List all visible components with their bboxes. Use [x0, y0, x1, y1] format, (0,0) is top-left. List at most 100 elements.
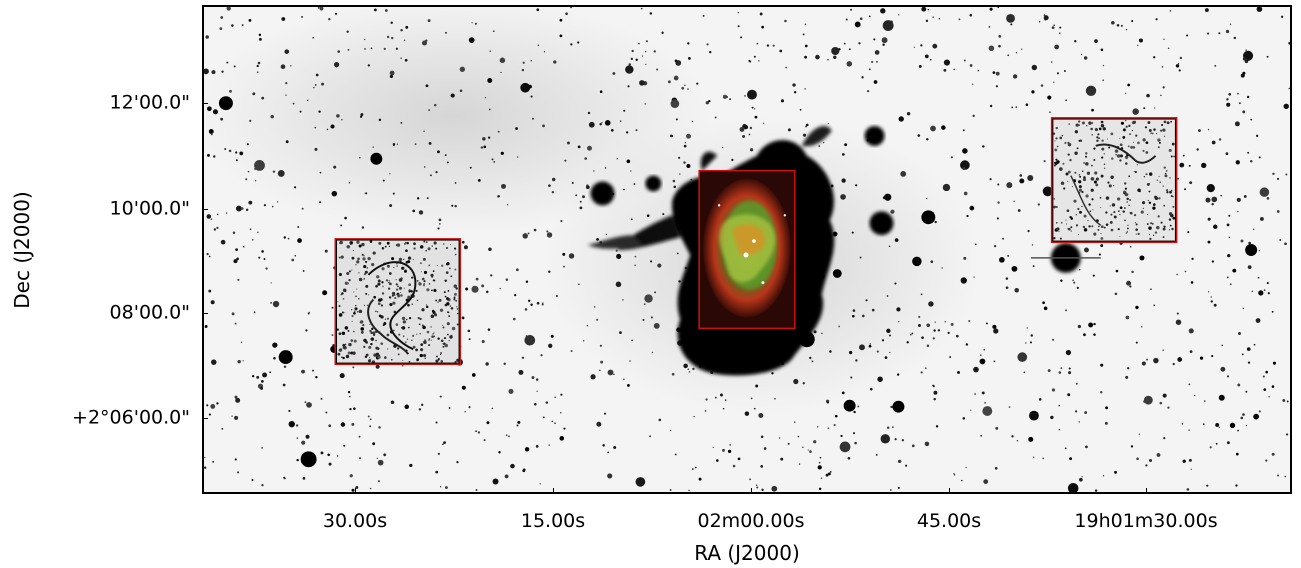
inset-speckle [420, 348, 424, 352]
star [772, 44, 775, 47]
star [623, 378, 625, 380]
star [1220, 194, 1222, 197]
star [349, 474, 353, 478]
star [237, 278, 240, 281]
star [975, 243, 977, 245]
star [536, 301, 540, 305]
star [1083, 56, 1088, 60]
inset-speckle [1130, 145, 1133, 149]
inset-speckle [413, 295, 415, 297]
star [982, 406, 993, 417]
star [247, 170, 250, 173]
star [1259, 217, 1264, 221]
star [1105, 406, 1109, 410]
star [966, 214, 969, 218]
star [599, 344, 602, 347]
inset-speckle [1168, 148, 1172, 153]
inset-speckle [447, 290, 450, 292]
star [797, 435, 800, 438]
inset-speckle [1086, 125, 1088, 127]
star [900, 171, 907, 177]
star [540, 354, 543, 357]
star [654, 291, 656, 294]
star [1251, 290, 1253, 292]
star [204, 466, 207, 469]
star [296, 458, 299, 462]
star [1005, 286, 1009, 290]
star [1016, 440, 1019, 442]
star [1076, 286, 1079, 290]
inset-speckle [378, 283, 381, 286]
inset-speckle [1075, 123, 1079, 127]
inset-speckle [1067, 142, 1072, 147]
star [554, 396, 556, 398]
inset-speckle [1066, 223, 1068, 225]
star [906, 341, 909, 344]
star [375, 364, 380, 369]
star [607, 369, 614, 376]
inset-speckle [1096, 139, 1099, 142]
star [577, 41, 580, 44]
inset-speckle [1101, 156, 1104, 159]
inset-speckle [369, 240, 373, 243]
star [1202, 423, 1205, 425]
star [212, 460, 215, 463]
star [1053, 24, 1055, 27]
inset-speckle [1133, 214, 1137, 217]
inset-speckle [389, 302, 393, 307]
star [849, 8, 853, 11]
star [1006, 182, 1013, 189]
inset-speckle [340, 293, 343, 296]
star [937, 329, 941, 332]
inset-speckle [338, 313, 343, 317]
star [615, 249, 618, 252]
star [257, 231, 259, 234]
inset-speckle [1119, 206, 1123, 210]
star [548, 184, 551, 187]
star [1248, 241, 1251, 245]
star [461, 385, 466, 390]
inset-speckle [1159, 181, 1161, 183]
inset-speckle [1171, 189, 1173, 191]
star [548, 343, 553, 348]
star [1085, 85, 1097, 97]
star [559, 436, 565, 441]
star [282, 383, 286, 387]
star [829, 350, 832, 353]
star [270, 282, 272, 284]
star [961, 479, 963, 482]
inset-speckle [1149, 172, 1153, 176]
star [1007, 54, 1010, 57]
inset-speckle [433, 288, 437, 293]
star [341, 119, 343, 121]
inset-speckle [428, 283, 431, 285]
inset-speckle [443, 337, 447, 340]
inset-speckle [454, 247, 457, 250]
star [1242, 307, 1244, 309]
star [1026, 327, 1028, 329]
star [704, 410, 707, 412]
star [392, 192, 395, 195]
star [1125, 315, 1130, 320]
inset-speckle [1093, 232, 1097, 236]
star [270, 301, 272, 304]
star [1162, 393, 1167, 398]
inset-speckle [363, 264, 367, 269]
star [926, 323, 931, 328]
star [1227, 375, 1229, 378]
inset-speckle [440, 339, 444, 343]
inset-speckle [373, 295, 377, 299]
star [1072, 279, 1074, 282]
star [474, 22, 477, 25]
inset-speckle [398, 286, 403, 290]
star [346, 30, 349, 33]
star [1218, 138, 1222, 141]
star [1256, 7, 1263, 12]
star [437, 452, 440, 455]
inset-speckle [357, 257, 360, 261]
star [640, 7, 643, 10]
star [1194, 394, 1196, 397]
star [500, 151, 504, 155]
inset-speckle [456, 308, 459, 310]
inset-speckle [1151, 222, 1154, 225]
